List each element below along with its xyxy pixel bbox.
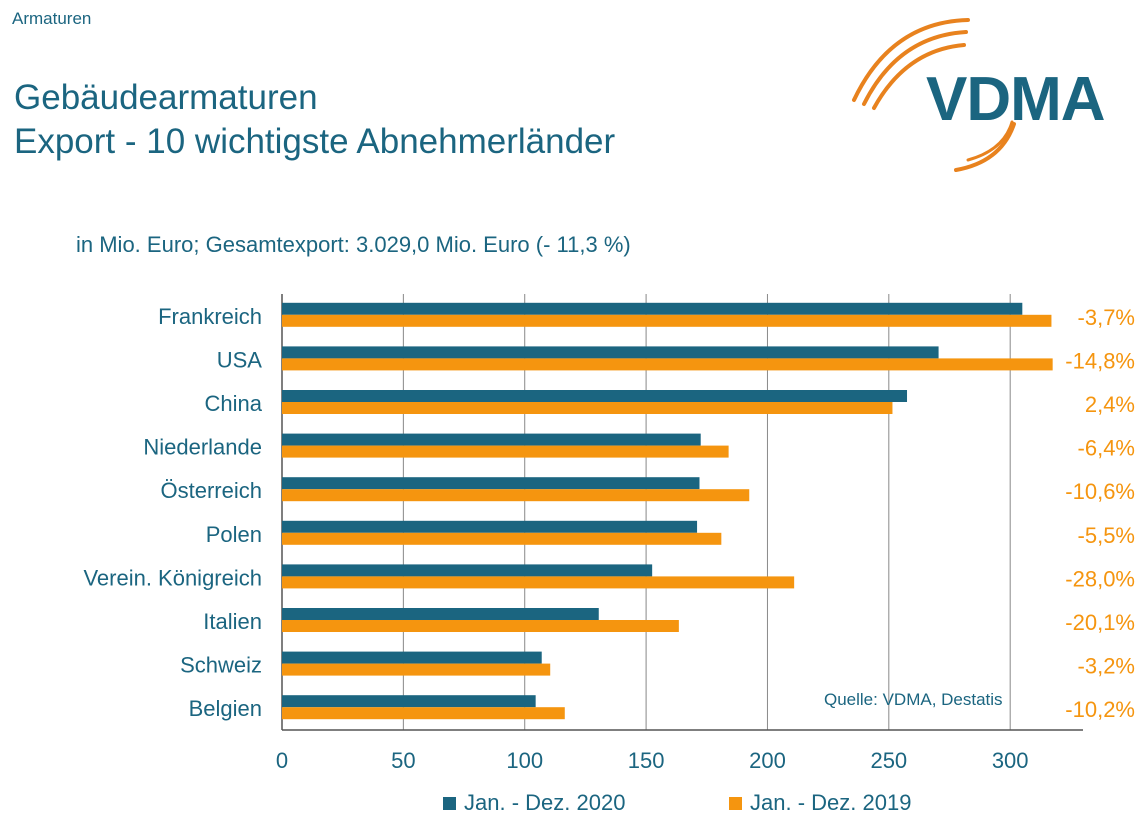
bar-2019 [282,489,750,502]
page-title: Gebäudearmaturen Export - 10 wichtigste … [14,76,615,164]
bar-2019 [282,576,795,589]
bar-2020 [282,477,700,490]
change-label: -14,8% [1065,348,1135,373]
legend-label-2019: Jan. - Dez. 2019 [750,790,912,815]
bar-2020 [282,433,701,446]
section-kicker: Armaturen [12,9,92,28]
chart-subtitle: in Mio. Euro; Gesamtexport: 3.029,0 Mio.… [76,232,631,257]
logo-text: VDMA [926,65,1106,134]
bar-2019 [282,445,729,458]
category-label: USA [217,347,263,372]
bar-2019 [282,707,565,720]
change-label: -3,7% [1078,305,1135,330]
change-label: -10,2% [1065,697,1135,722]
legend-item-2019: Jan. - Dez. 2019 [729,790,911,816]
change-label: -3,2% [1078,654,1135,679]
category-label: Niederlande [143,435,262,460]
source-note: Quelle: VDMA, Destatis [824,690,1003,709]
bar-2019 [282,402,893,414]
title-line-1: Gebäudearmaturen [14,78,318,117]
change-label: -20,1% [1065,610,1135,635]
x-tick-label: 100 [506,748,543,773]
x-tick-label: 0 [276,748,288,773]
change-label: -10,6% [1065,479,1135,504]
bar-2020 [282,608,599,620]
category-label: China [205,391,263,416]
x-tick-label: 250 [870,748,907,773]
x-tick-label: 150 [628,748,665,773]
category-label: Schweiz [180,653,262,678]
category-label: Italien [203,609,262,634]
category-label: Frankreich [158,304,262,329]
bar-2020 [282,390,908,402]
title-line-2: Export - 10 wichtigste Abnehmerländer [14,122,616,161]
bar-2020 [282,564,653,577]
bar-2019 [282,358,1053,371]
bar-2019 [282,532,722,545]
change-label: -5,5% [1078,523,1135,548]
category-label: Polen [206,522,262,547]
category-label: Belgien [189,696,262,721]
bar-2019 [282,314,1052,327]
logo-arcs-icon [852,18,1016,172]
x-tick-label: 200 [749,748,786,773]
category-label: Verein. Königreich [83,565,262,590]
bar-2020 [282,302,1023,315]
bar-2020 [282,346,939,359]
legend-swatch-2019 [729,796,742,810]
bar-2020 [282,651,542,664]
bar-2020 [282,695,536,708]
x-tick-label: 50 [391,748,415,773]
bar-2019 [282,663,551,676]
vdma-logo: VDMA [836,12,1116,182]
legend-item-2020: Jan. - Dez. 2020 [443,790,625,816]
legend-swatch-2020 [443,796,456,810]
category-label: Österreich [161,478,262,503]
change-label: -6,4% [1078,436,1135,461]
change-label: -28,0% [1065,566,1135,591]
legend-label-2020: Jan. - Dez. 2020 [464,790,626,815]
bar-2019 [282,620,679,632]
change-label: 2,4% [1085,392,1135,417]
bar-2020 [282,520,698,533]
x-tick-label: 300 [992,748,1029,773]
